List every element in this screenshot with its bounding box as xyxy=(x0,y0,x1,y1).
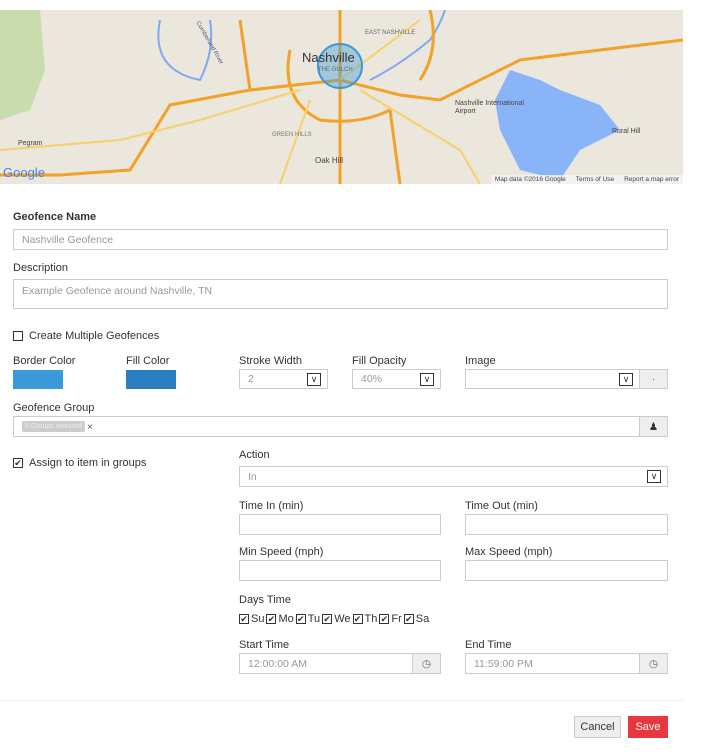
action-label: Action xyxy=(239,449,270,461)
image-select[interactable]: ∨ · xyxy=(465,369,668,389)
max-speed-label: Max Speed (mph) xyxy=(465,546,553,558)
border-color-swatch[interactable] xyxy=(13,370,63,389)
checkbox-icon[interactable] xyxy=(13,331,23,341)
max-speed-input[interactable] xyxy=(465,560,668,581)
day-checkbox-we[interactable]: ✔ xyxy=(322,614,333,624)
days-time-label: Days Time xyxy=(239,594,291,606)
map-city-label: Nashville xyxy=(302,50,355,65)
day-checkbox-su[interactable]: ✔ xyxy=(239,614,249,624)
end-time-value: 11:59:00 PM xyxy=(474,657,533,670)
chevron-down-icon: ∨ xyxy=(619,373,633,386)
min-speed-label: Min Speed (mph) xyxy=(239,546,324,558)
create-multiple-checkbox[interactable]: Create Multiple Geofences xyxy=(13,330,159,342)
end-time-input[interactable]: 11:59:00 PM ◷ xyxy=(465,653,668,674)
action-value: In xyxy=(248,470,257,483)
day-label: Th xyxy=(364,613,378,625)
time-out-label: Time Out (min) xyxy=(465,500,538,512)
day-checkbox-fr[interactable]: ✔ xyxy=(379,614,390,624)
chevron-down-icon: ∨ xyxy=(420,373,434,386)
start-time-value: 12:00:00 AM xyxy=(248,657,307,670)
min-speed-input[interactable] xyxy=(239,560,441,581)
geofence-name-label: Geofence Name xyxy=(13,211,97,223)
day-label: We xyxy=(334,613,351,625)
day-checkbox-mo[interactable]: ✔ xyxy=(266,614,277,624)
checkbox-checked-icon[interactable]: ✔ xyxy=(13,458,23,468)
day-label: Su xyxy=(251,613,265,625)
report-map-error-link[interactable]: Report a map error xyxy=(624,176,679,183)
create-multiple-label: Create Multiple Geofences xyxy=(29,330,160,342)
start-time-label: Start Time xyxy=(239,639,290,651)
fill-color-label: Fill Color xyxy=(126,355,170,367)
footer-divider xyxy=(0,700,683,701)
day-label: Tu xyxy=(307,613,321,625)
map[interactable]: Nashville THE GULCH East Nashville Nashv… xyxy=(0,10,683,184)
google-logo: Google xyxy=(3,165,45,180)
map-label: Nashville International Airport xyxy=(455,100,524,115)
cancel-button[interactable]: Cancel xyxy=(574,716,621,738)
border-color-label: Border Color xyxy=(13,355,76,367)
map-label: East Nashville xyxy=(365,30,416,36)
map-label: Green Hills xyxy=(272,132,312,138)
map-label: Oak Hill xyxy=(315,156,344,165)
day-label: Fr xyxy=(391,613,402,625)
map-label: Rural Hill xyxy=(612,128,641,135)
geofence-group-label: Geofence Group xyxy=(13,402,95,414)
group-tag: 5 Groups selected xyxy=(22,421,85,432)
group-tag-remove[interactable]: × xyxy=(86,420,93,433)
map-district-label: THE GULCH xyxy=(318,67,353,73)
stroke-width-value: 2 xyxy=(248,373,254,385)
map-label: Pegram xyxy=(18,140,43,147)
image-label: Image xyxy=(465,355,496,367)
description-label: Description xyxy=(13,262,69,274)
time-in-label: Time In (min) xyxy=(239,500,304,512)
fill-opacity-select[interactable]: 40% ∨ xyxy=(352,369,441,389)
description-input[interactable]: Example Geofence around Nashville, TN xyxy=(13,279,668,309)
fill-color-swatch[interactable] xyxy=(126,370,176,389)
map-attribution: Map data ©2016 Google xyxy=(494,176,566,183)
geofence-name-input[interactable]: Nashville Geofence xyxy=(13,229,668,250)
fill-opacity-label: Fill Opacity xyxy=(352,355,407,367)
fill-opacity-value: 40% xyxy=(361,373,383,385)
stroke-width-select[interactable]: 2 ∨ xyxy=(239,369,328,389)
time-out-input[interactable] xyxy=(465,514,668,535)
chevron-down-icon: ∨ xyxy=(307,373,321,386)
terms-link[interactable]: Terms of Use xyxy=(575,176,615,183)
end-time-label: End Time xyxy=(465,639,512,651)
time-in-input[interactable] xyxy=(239,514,441,535)
assign-checkbox[interactable]: ✔ Assign to item in groups xyxy=(13,457,146,469)
add-user-icon[interactable]: ♟ xyxy=(639,417,667,436)
action-select[interactable]: In ∨ xyxy=(239,466,668,487)
save-button[interactable]: Save xyxy=(628,716,668,738)
day-checkbox-sa[interactable]: ✔ xyxy=(403,614,414,624)
day-checkbox-th[interactable]: ✔ xyxy=(352,614,363,624)
day-label: Sa xyxy=(415,613,430,625)
assign-label: Assign to item in groups xyxy=(29,457,147,469)
stroke-width-label: Stroke Width xyxy=(239,355,302,367)
start-time-input[interactable]: 12:00:00 AM ◷ xyxy=(239,653,441,674)
geofence-group-input[interactable]: 5 Groups selected × ♟ xyxy=(13,416,668,437)
days-checkboxes: ✔ Su ✔ Mo ✔ Tu ✔ We ✔ Th ✔ Fr ✔ Sa xyxy=(239,613,431,625)
image-button[interactable]: · xyxy=(639,370,667,388)
chevron-down-icon: ∨ xyxy=(647,470,661,483)
geofence-circle xyxy=(317,43,363,89)
day-checkbox-tu[interactable]: ✔ xyxy=(295,614,306,624)
clock-icon[interactable]: ◷ xyxy=(639,654,667,673)
day-label: Mo xyxy=(278,613,294,625)
clock-icon[interactable]: ◷ xyxy=(412,654,440,673)
